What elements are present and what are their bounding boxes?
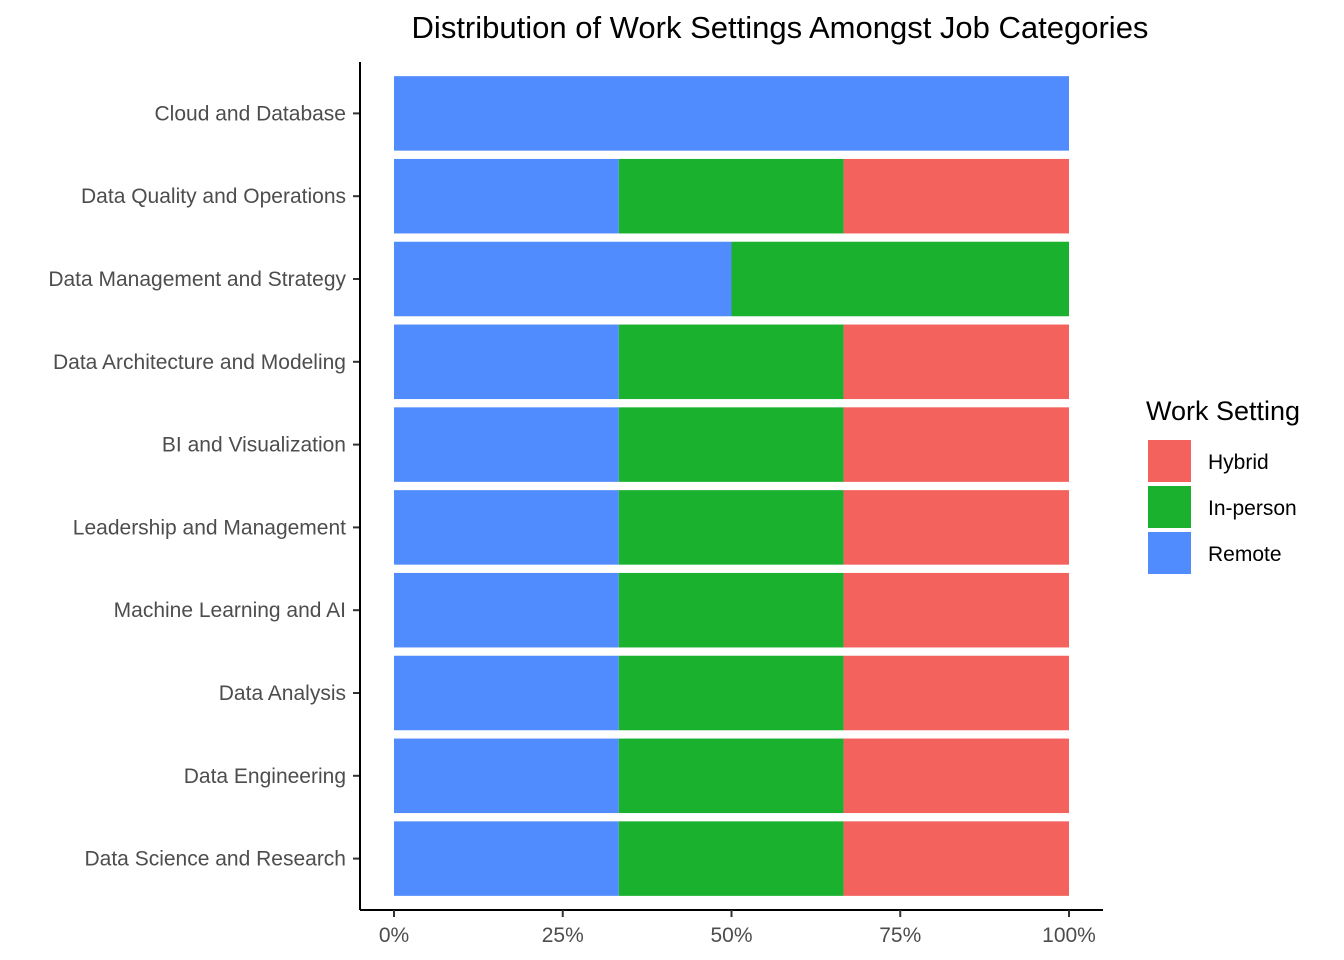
x-tick-label: 50% <box>710 924 752 947</box>
category-label: Data Science and Research <box>85 848 347 871</box>
bar-data-architecture-and-modeling-hybrid <box>843 324 1069 400</box>
legend-key-remote <box>1148 532 1191 574</box>
bar-bi-and-visualization-remote <box>394 407 619 482</box>
category-label: Leadership and Management <box>73 516 346 539</box>
bar-data-science-and-research-hybrid <box>843 821 1069 896</box>
legend-title: Work Setting <box>1146 396 1300 426</box>
x-tick-label: 75% <box>879 924 921 947</box>
x-tick-label: 100% <box>1042 924 1096 947</box>
bar-data-quality-and-operations-in-person <box>618 158 844 234</box>
bar-data-analysis-hybrid <box>843 655 1069 731</box>
category-labels: Cloud and Database Data Quality and Opera… <box>48 102 360 871</box>
bar-data-management-and-strategy-remote <box>394 241 732 317</box>
category-label: Machine Learning and AI <box>114 599 346 622</box>
category-label: Data Management and Strategy <box>48 268 346 291</box>
legend-label-in-person: In-person <box>1208 497 1297 520</box>
bar-bi-and-visualization-hybrid <box>843 407 1069 482</box>
bar-leadership-and-management-hybrid <box>843 490 1069 565</box>
bar-data-science-and-research-in-person <box>618 821 844 896</box>
category-label: Data Quality and Operations <box>81 185 346 208</box>
bar-data-management-and-strategy-in-person <box>731 241 1069 317</box>
bar-cloud-and-database-remote <box>394 76 1069 151</box>
x-axis-ticks: 0% 25% 50% 75% 100% <box>379 910 1096 947</box>
category-label: BI and Visualization <box>162 434 346 457</box>
x-tick-label: 0% <box>379 924 409 947</box>
legend: Work Setting Hybrid In-person Remote <box>1146 396 1300 574</box>
bar-data-analysis-in-person <box>618 655 844 731</box>
bar-data-engineering-remote <box>394 738 619 814</box>
bar-data-engineering-in-person <box>618 738 844 814</box>
legend-key-in-person <box>1148 486 1191 528</box>
bar-leadership-and-management-remote <box>394 490 619 565</box>
x-tick-label: 25% <box>542 924 584 947</box>
bar-data-quality-and-operations-hybrid <box>843 158 1069 234</box>
bar-leadership-and-management-in-person <box>618 490 844 565</box>
bar-data-architecture-and-modeling-in-person <box>618 324 844 400</box>
bar-machine-learning-and-ai-hybrid <box>843 572 1069 648</box>
legend-label-remote: Remote <box>1208 543 1282 566</box>
bar-data-science-and-research-remote <box>394 821 619 896</box>
bar-data-architecture-and-modeling-remote <box>394 324 619 400</box>
chart-title: Distribution of Work Settings Amongst Jo… <box>412 10 1149 45</box>
bar-data-quality-and-operations-remote <box>394 158 619 234</box>
bar-machine-learning-and-ai-in-person <box>618 572 844 648</box>
bar-machine-learning-and-ai-remote <box>394 572 619 648</box>
legend-key-hybrid <box>1148 440 1191 482</box>
category-label: Data Engineering <box>184 765 346 788</box>
bar-data-engineering-hybrid <box>843 738 1069 814</box>
bars-group <box>394 76 1069 896</box>
category-label: Data Analysis <box>219 682 346 705</box>
bar-bi-and-visualization-in-person <box>618 407 844 482</box>
bar-data-analysis-remote <box>394 655 619 731</box>
legend-label-hybrid: Hybrid <box>1208 451 1269 474</box>
category-label: Data Architecture and Modeling <box>53 351 346 374</box>
category-label: Cloud and Database <box>155 102 346 125</box>
